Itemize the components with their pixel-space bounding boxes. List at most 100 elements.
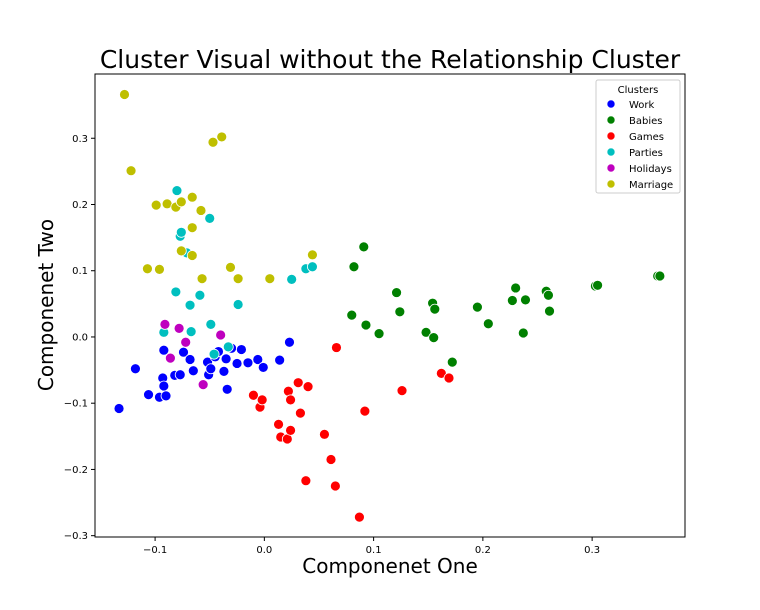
x-tick-label: 0.2: [475, 545, 491, 556]
legend-label-babies: Babies: [629, 116, 662, 127]
point-marriage-7: [175, 196, 187, 208]
point-marriage-18: [264, 273, 276, 285]
point-work-29: [284, 336, 295, 348]
y-tick-label: 0.2: [72, 200, 88, 211]
point-work-28: [274, 354, 286, 366]
x-axis: −0.1 0.0 0.1 0.2 0.3: [143, 537, 600, 556]
point-parties-7: [185, 326, 197, 338]
point-games-0: [248, 389, 259, 401]
point-games-17: [354, 511, 365, 523]
legend-label-work: Work: [629, 100, 655, 111]
point-holidays-0: [159, 318, 171, 330]
y-tick-label: −0.3: [64, 531, 88, 542]
point-marriage-17: [232, 273, 244, 285]
point-holidays-1: [164, 352, 176, 364]
point-babies-5: [391, 287, 402, 298]
point-babies-15: [510, 282, 522, 294]
y-tick-label: −0.2: [64, 465, 88, 476]
point-marriage-10: [186, 222, 198, 234]
point-work-9: [174, 369, 186, 381]
point-games-11: [300, 475, 312, 487]
point-holidays-2: [173, 322, 185, 334]
point-games-12: [302, 381, 314, 393]
point-games-10: [295, 407, 306, 419]
x-axis-title: Componenet One: [302, 554, 478, 578]
point-games-9: [292, 377, 304, 389]
point-holidays-3: [180, 336, 192, 348]
x-tick-label: −0.1: [143, 545, 167, 556]
y-tick-label: −0.1: [64, 399, 88, 410]
legend-items: Work Babies Games Parties Holidays Marriage: [606, 99, 673, 191]
point-work-1: [130, 363, 141, 375]
point-babies-6: [394, 306, 406, 318]
point-marriage-1: [125, 165, 137, 177]
point-parties-11: [208, 348, 220, 360]
point-marriage-11: [186, 250, 198, 261]
point-work-26: [252, 354, 264, 365]
point-parties-13: [232, 299, 244, 310]
point-marriage-2: [142, 263, 153, 275]
legend-marker-holidays: [606, 163, 616, 173]
legend-label-parties: Parties: [629, 148, 663, 159]
point-parties-6: [184, 299, 196, 311]
legend-label-holidays: Holidays: [629, 164, 672, 175]
x-tick-label: 0.3: [584, 545, 600, 556]
point-babies-2: [346, 309, 358, 321]
point-babies-7: [420, 326, 432, 338]
point-games-19: [396, 385, 408, 397]
point-parties-2: [171, 185, 183, 196]
point-babies-10: [428, 332, 440, 344]
point-babies-24: [654, 270, 666, 282]
point-work-25: [242, 357, 254, 369]
data-points: [113, 89, 666, 523]
point-work-21: [221, 383, 233, 395]
legend-marker-parties: [606, 147, 616, 157]
point-games-15: [329, 480, 341, 492]
point-babies-11: [446, 356, 458, 368]
point-marriage-12: [195, 205, 207, 216]
point-babies-1: [358, 241, 370, 253]
point-parties-9: [204, 212, 216, 224]
point-marriage-8: [175, 245, 187, 257]
point-work-23: [231, 358, 243, 369]
point-games-16: [331, 342, 342, 353]
point-work-7: [160, 390, 172, 402]
point-babies-13: [482, 318, 494, 330]
legend-label-marriage: Marriage: [629, 180, 673, 191]
point-marriage-19: [307, 249, 318, 261]
point-marriage-15: [216, 131, 228, 143]
legend: Clusters Work Babies Games Parties Holidays M…: [595, 79, 681, 194]
point-games-3: [273, 418, 284, 430]
point-babies-22: [592, 279, 603, 291]
point-work-10: [178, 346, 189, 358]
point-games-7: [285, 394, 296, 406]
point-babies-20: [544, 305, 555, 317]
point-holidays-5: [215, 329, 227, 341]
point-work-4: [158, 344, 170, 356]
point-games-2: [256, 394, 268, 406]
point-work-11: [184, 354, 196, 365]
y-axis-title: Componenet Two: [34, 219, 58, 391]
point-work-6: [158, 380, 170, 392]
point-parties-14: [286, 273, 298, 285]
point-marriage-9: [186, 191, 198, 203]
x-tick-label: 0.0: [256, 545, 272, 556]
legend-box: [595, 79, 681, 194]
legend-marker-babies: [606, 115, 616, 125]
point-work-0: [113, 403, 125, 414]
point-marriage-13: [196, 273, 208, 285]
point-babies-12: [472, 301, 483, 313]
point-work-16: [205, 363, 217, 375]
point-marriage-16: [225, 262, 236, 273]
point-games-14: [325, 454, 337, 465]
point-work-19: [218, 366, 230, 377]
point-work-27: [257, 362, 269, 373]
point-babies-3: [360, 319, 372, 331]
point-work-24: [236, 344, 247, 355]
point-parties-12: [222, 341, 234, 353]
x-tick-label: 0.1: [366, 545, 382, 556]
point-parties-16: [307, 261, 318, 273]
point-games-18: [359, 405, 371, 417]
chart-title: Cluster Visual without the Relationship …: [100, 45, 681, 74]
